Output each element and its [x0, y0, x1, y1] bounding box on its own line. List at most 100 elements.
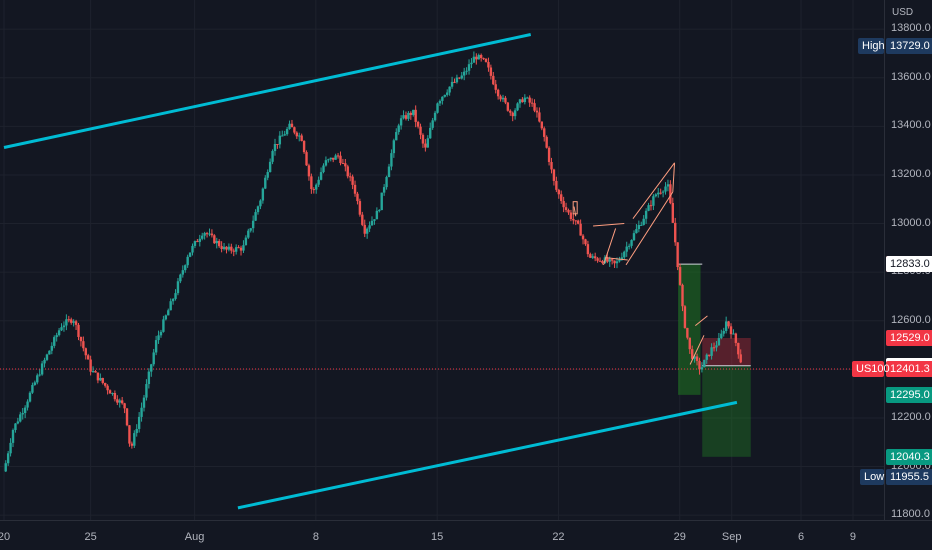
x-tick-label: 25	[85, 531, 97, 543]
candle-body	[99, 377, 102, 381]
pattern-line[interactable]	[672, 162, 676, 192]
candle-body	[496, 89, 500, 97]
candle-body	[368, 225, 371, 229]
x-tick-label: 6	[798, 531, 804, 543]
candle-body	[424, 143, 427, 148]
candle-body	[494, 84, 497, 90]
candle-body	[545, 136, 548, 148]
candle-body	[518, 99, 522, 104]
candle-body	[737, 342, 740, 355]
candle-body	[242, 245, 245, 251]
candle-body	[147, 371, 151, 385]
candle-body	[382, 187, 386, 193]
candle-body	[695, 356, 699, 361]
candle-body	[727, 321, 730, 327]
pattern-line[interactable]	[695, 315, 708, 326]
candle-body	[378, 210, 381, 212]
candle-body	[186, 256, 189, 266]
candle-body	[31, 384, 34, 393]
price-marker-target1: 12529.0	[886, 330, 932, 346]
pattern-line[interactable]	[632, 162, 675, 219]
candle-body	[254, 212, 257, 221]
candle-body	[550, 162, 553, 170]
candle-body	[717, 338, 721, 346]
candle-body	[686, 327, 689, 338]
candle-body	[142, 397, 146, 408]
candle-body	[50, 345, 54, 351]
candle-body	[281, 135, 284, 137]
currency-label: USD	[892, 7, 914, 18]
candle-body	[535, 110, 539, 113]
candle-body	[421, 134, 425, 144]
candle-body	[669, 184, 672, 203]
candle-body	[436, 103, 439, 113]
y-tick-label: 11800.0	[891, 508, 930, 521]
candle-body	[693, 356, 696, 359]
candle-body	[77, 324, 80, 337]
candle-body	[373, 219, 376, 221]
candle-body	[504, 97, 507, 103]
candle-body	[431, 120, 434, 128]
candle-body	[276, 144, 279, 146]
candle-body	[348, 176, 352, 178]
pattern-line[interactable]	[689, 335, 705, 365]
candle-body	[87, 355, 90, 360]
high-value-tag: 13729.0	[886, 38, 932, 55]
channel-lower-line[interactable]	[237, 400, 738, 510]
candle-body	[249, 228, 252, 231]
candle-body	[543, 128, 546, 137]
candle-body	[712, 347, 716, 349]
pattern-line[interactable]	[605, 257, 628, 261]
candle-body	[184, 265, 187, 271]
candle-body	[409, 112, 413, 115]
candle-body	[135, 428, 138, 434]
candle-body	[484, 58, 488, 62]
candle-body	[339, 155, 342, 164]
candle-body	[67, 319, 71, 321]
candle-body	[150, 364, 153, 372]
candle-body	[533, 103, 536, 111]
candle-body	[671, 202, 674, 223]
candle-body	[465, 70, 468, 72]
channel-upper-line[interactable]	[3, 33, 532, 149]
pattern-line[interactable]	[625, 191, 674, 266]
candle-body	[567, 209, 570, 213]
candle-body	[620, 257, 624, 260]
low-label: Low	[860, 469, 884, 486]
candle-body	[501, 97, 505, 100]
candle-body	[555, 180, 558, 190]
candle-body	[137, 416, 141, 429]
candle-body	[191, 245, 194, 253]
candle-body	[283, 134, 286, 136]
candle-body	[327, 159, 330, 161]
candle-body	[133, 433, 136, 446]
candle-body	[174, 293, 177, 299]
candle-body	[217, 240, 221, 247]
candle-body	[584, 239, 587, 245]
price-axis[interactable]: USD	[884, 0, 932, 520]
candle-body	[43, 359, 46, 364]
candle-body	[4, 463, 7, 472]
candle-body	[111, 392, 114, 394]
pattern-line[interactable]	[593, 223, 625, 227]
y-tick-label: 13600.0	[891, 70, 931, 83]
candle-body	[618, 259, 621, 262]
candle-body	[521, 99, 524, 103]
candle-body	[264, 177, 267, 189]
candle-body	[62, 325, 66, 328]
pattern-line[interactable]	[573, 206, 577, 217]
candle-body	[642, 218, 645, 225]
pattern-box[interactable]	[572, 201, 578, 215]
candle-body	[528, 97, 531, 103]
candle-body	[732, 333, 735, 335]
candle-body	[210, 233, 214, 236]
candle-body	[489, 67, 493, 76]
candle-body	[298, 135, 301, 137]
candle-body	[387, 166, 391, 178]
candle-body	[402, 115, 405, 119]
candle-body	[244, 237, 248, 246]
candle-body	[351, 176, 354, 185]
pattern-line[interactable]	[603, 228, 617, 266]
